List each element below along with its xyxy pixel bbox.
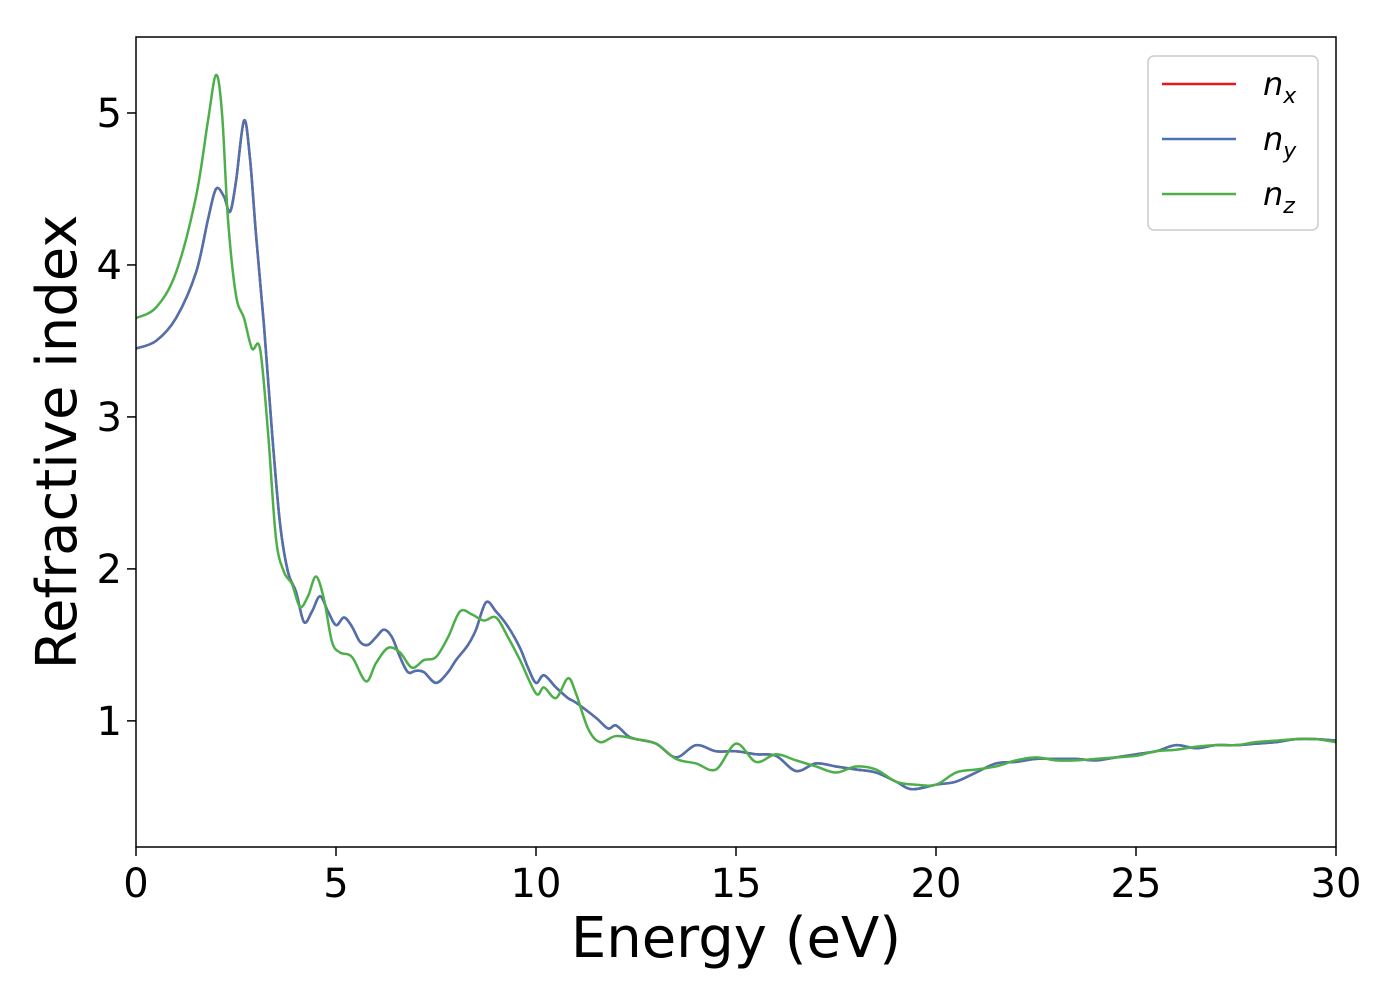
y-axis: 1 2 3 4 5 [97, 91, 136, 745]
x-tick-label: 10 [511, 861, 562, 907]
x-tick-label: 20 [911, 861, 962, 907]
legend-box [1147, 55, 1319, 231]
legend-label-ny: ny [1263, 120, 1297, 164]
x-tick-label: 30 [1311, 861, 1362, 907]
y-tick-label: 2 [97, 547, 122, 593]
y-tick-label: 1 [97, 699, 122, 745]
y-tick-label: 5 [97, 91, 122, 137]
x-tick-label: 0 [123, 861, 148, 907]
series-layer [135, 73, 1337, 791]
legend-label-nx: nx [1263, 65, 1297, 109]
x-tick-label: 25 [1111, 861, 1162, 907]
series-line-nz [135, 73, 1337, 787]
y-tick-label: 4 [97, 243, 122, 289]
x-tick-label: 15 [711, 861, 762, 907]
x-axis: 0 5 10 15 20 25 30 [123, 847, 1361, 907]
y-tick-label: 3 [97, 395, 122, 441]
y-axis-title: Refractive index [25, 215, 90, 670]
x-axis-title: Energy (eV) [571, 906, 901, 971]
x-tick-label: 5 [323, 861, 348, 907]
